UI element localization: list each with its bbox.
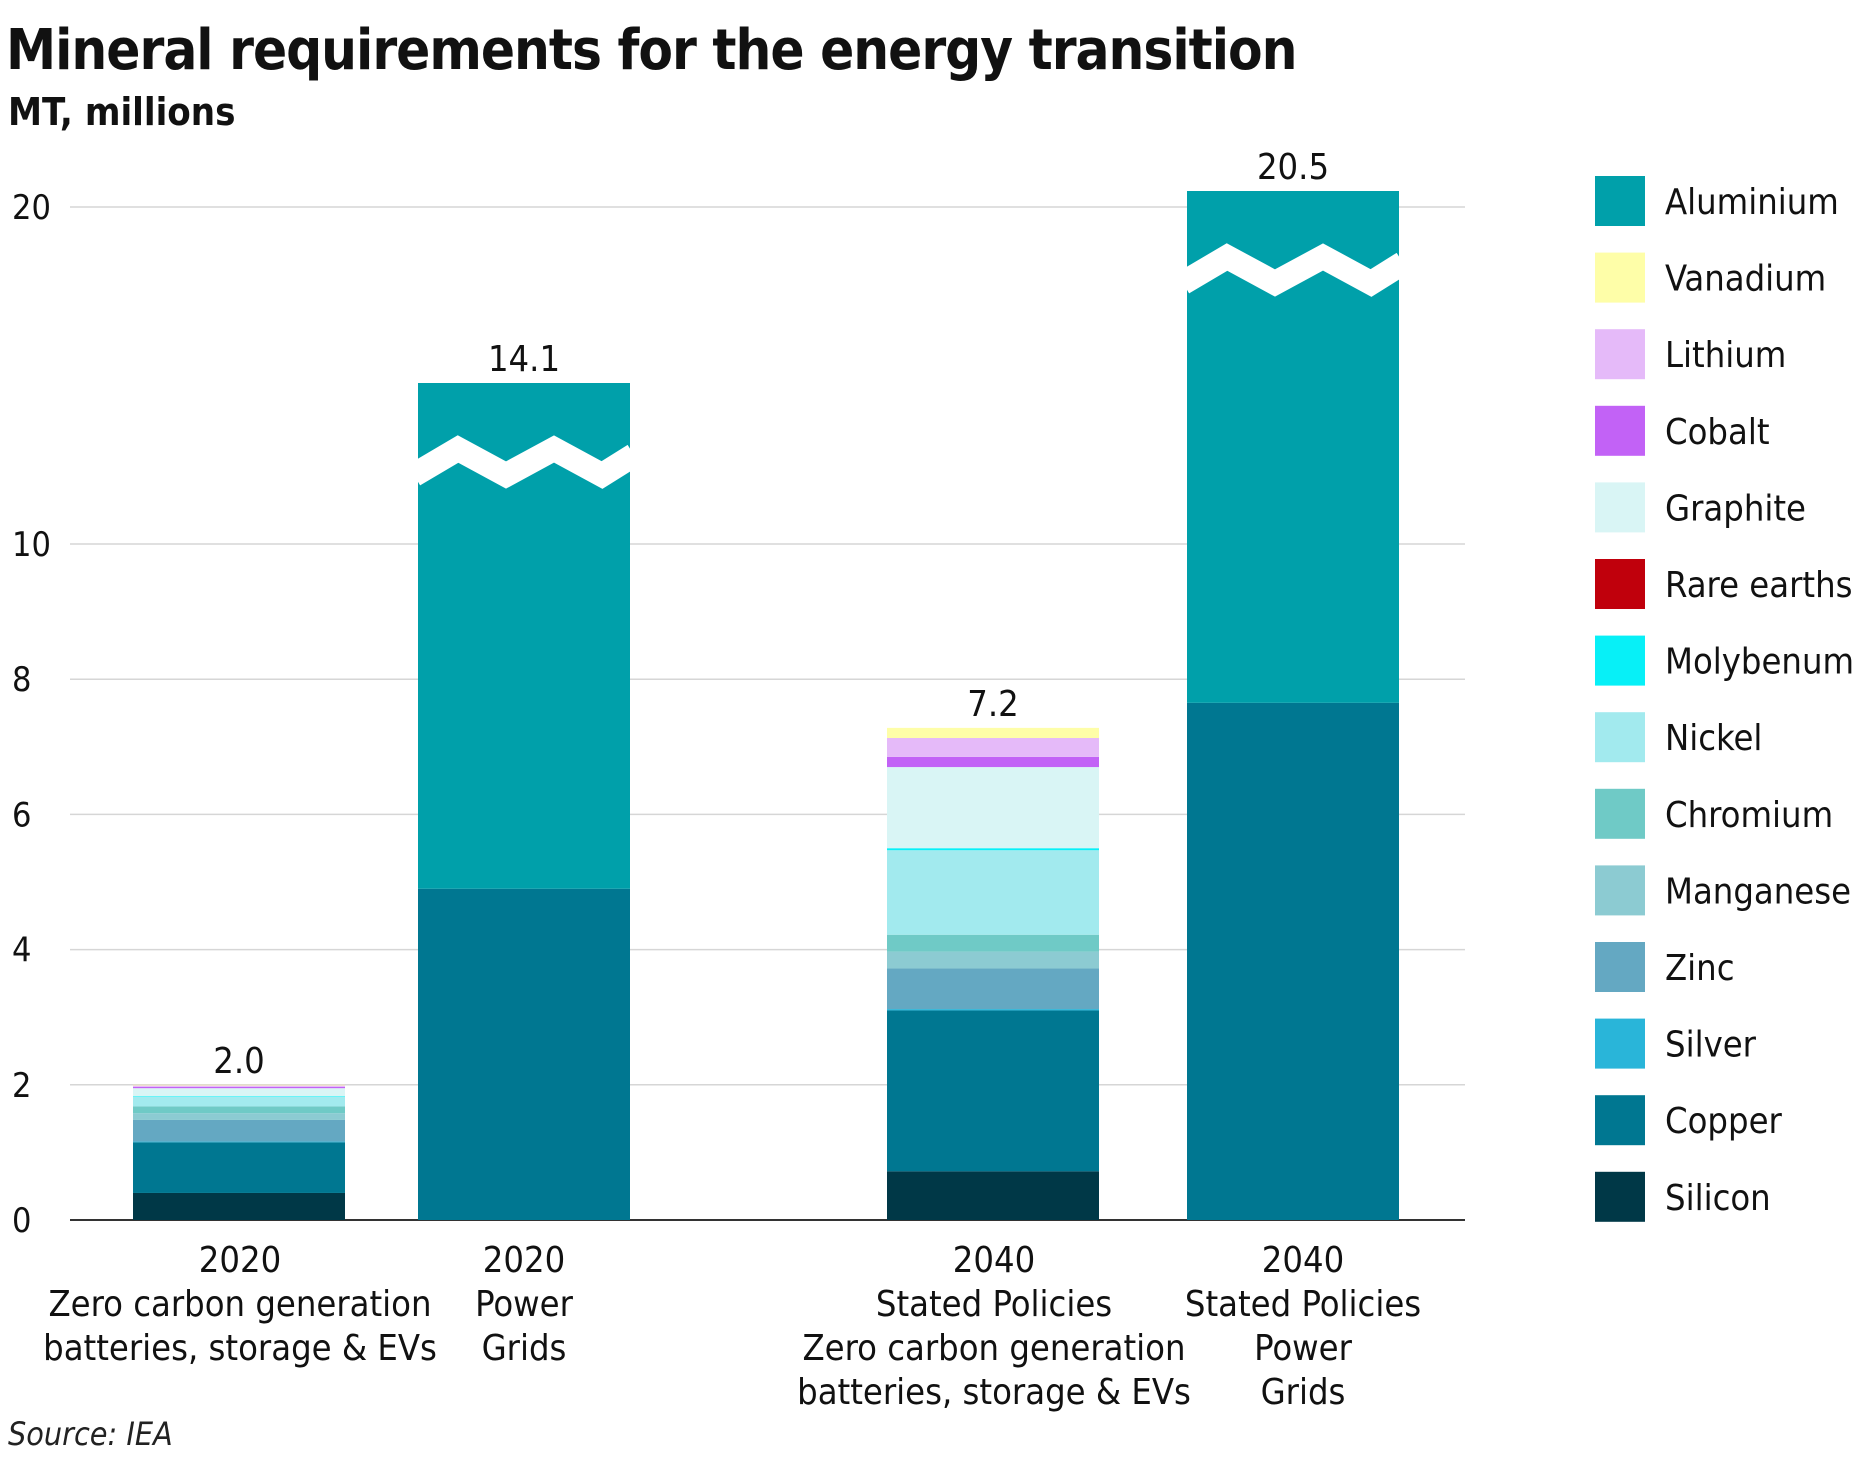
bar-segment-zinc xyxy=(887,968,1099,1010)
x-tick-label: Zero carbon generation xyxy=(48,1284,431,1325)
bar-segment-lithium xyxy=(133,1085,345,1087)
legend-label: Aluminium xyxy=(1665,182,1839,223)
bar-total-label: 14.1 xyxy=(488,339,560,380)
legend-label: Cobalt xyxy=(1665,412,1770,453)
legend-swatch xyxy=(1595,559,1645,609)
legend-label: Copper xyxy=(1665,1101,1783,1142)
legend-label: Rare earths xyxy=(1665,565,1852,606)
legend-swatch xyxy=(1595,176,1645,226)
x-tick-label: 2020 xyxy=(199,1240,281,1281)
x-tick-label: Grids xyxy=(1261,1372,1346,1413)
x-tick-label: batteries, storage & EVs xyxy=(43,1328,437,1369)
legend-swatch xyxy=(1595,329,1645,380)
bar-segment-graphite xyxy=(133,1088,345,1097)
legend-label: Silicon xyxy=(1665,1178,1771,1219)
legend-swatch xyxy=(1595,482,1645,533)
bar-segment-graphite xyxy=(887,767,1099,849)
legend-swatch xyxy=(1595,1018,1645,1069)
bar-segment-silicon xyxy=(133,1192,345,1220)
legend-label: Lithium xyxy=(1665,335,1786,376)
x-tick-label: 2020 xyxy=(483,1240,565,1281)
bar-segment-vanadium xyxy=(887,727,1099,739)
bar-segment-nickel xyxy=(133,1096,345,1107)
legend-label: Graphite xyxy=(1665,488,1806,529)
chart-title: Mineral requirements for the energy tran… xyxy=(6,18,1298,83)
bar-segment-lithium xyxy=(887,738,1099,757)
bar-segment-copper xyxy=(133,1142,345,1193)
legend-label: Silver xyxy=(1665,1025,1757,1066)
y-axis-ticks: 0 2 4 6 8 10 20 xyxy=(12,188,51,1241)
legend-swatch xyxy=(1595,1171,1645,1222)
bars xyxy=(133,191,1399,1220)
legend-swatch xyxy=(1595,405,1645,456)
bar-segment-vanadium xyxy=(133,1084,345,1086)
axis-breaks xyxy=(407,243,1410,489)
bar-segment-molybenum xyxy=(887,848,1099,851)
bar-segment-nickel xyxy=(887,850,1099,935)
chart-source: Source: IEA xyxy=(8,1415,173,1453)
y-tick-label: 20 xyxy=(12,188,51,228)
legend-label: Vanadium xyxy=(1665,259,1826,300)
bar-segment-chromium xyxy=(887,934,1099,952)
x-tick-label: 2040 xyxy=(1262,1240,1344,1281)
y-tick-label: 0 xyxy=(12,1201,31,1241)
bar-segment-silver xyxy=(133,1141,345,1143)
bar-segment-copper xyxy=(418,888,630,1220)
bar-total-label: 20.5 xyxy=(1257,147,1329,188)
legend-label: Zinc xyxy=(1665,948,1735,989)
y-tick-label: 10 xyxy=(12,525,51,565)
y-tick-label: 2 xyxy=(12,1066,31,1106)
legend-label: Chromium xyxy=(1665,795,1833,836)
x-tick-label: Power xyxy=(1254,1328,1352,1369)
y-tick-label: 6 xyxy=(12,795,31,835)
x-tick-label: 2040 xyxy=(953,1240,1035,1281)
bar-segment-cobalt xyxy=(133,1086,345,1089)
bar-total-label: 7.2 xyxy=(967,684,1019,725)
legend-swatch xyxy=(1595,1095,1645,1146)
axis-break-zigzag xyxy=(407,435,641,489)
bar-segment-silicon xyxy=(887,1171,1099,1220)
legend-swatch xyxy=(1595,252,1645,303)
chart-subtitle: MT, millions xyxy=(8,90,236,134)
bar-segment-silver xyxy=(887,1009,1099,1011)
y-tick-label: 8 xyxy=(12,660,31,700)
bar-segment-molybenum xyxy=(133,1096,345,1097)
x-tick-label: Grids xyxy=(482,1328,567,1369)
legend-label: Manganese xyxy=(1665,871,1851,912)
axis-break-zigzag xyxy=(1176,243,1410,297)
x-tick-label: batteries, storage & EVs xyxy=(797,1372,1191,1413)
bar-segment-manganese xyxy=(133,1113,345,1120)
bar-segment-copper xyxy=(887,1010,1099,1172)
x-tick-label: Zero carbon generation xyxy=(802,1328,1185,1369)
legend-swatch xyxy=(1595,712,1645,763)
legend-swatch xyxy=(1595,942,1645,992)
x-tick-label: Stated Policies xyxy=(1185,1284,1421,1325)
legend-swatch xyxy=(1595,788,1645,839)
bar-segment-copper xyxy=(1187,702,1399,1220)
bar-totals: 2.0 14.1 7.2 20.5 xyxy=(213,147,1329,1082)
bar-segment-manganese xyxy=(887,951,1099,969)
legend-swatch xyxy=(1595,865,1645,916)
bar-segment-cobalt xyxy=(887,756,1099,768)
x-tick-label: Stated Policies xyxy=(876,1284,1112,1325)
bar-segment-zinc xyxy=(133,1119,345,1142)
bar-total-label: 2.0 xyxy=(213,1041,265,1082)
legend-label: Nickel xyxy=(1665,718,1762,759)
x-tick-label: Power xyxy=(475,1284,573,1325)
bar-segment-chromium xyxy=(133,1106,345,1114)
y-tick-label: 4 xyxy=(12,931,31,971)
legend-swatch xyxy=(1595,635,1645,686)
legend: Aluminium Vanadium Lithium Cobalt Graphite Ra… xyxy=(1595,176,1854,1222)
legend-label: Molybenum xyxy=(1665,642,1854,683)
